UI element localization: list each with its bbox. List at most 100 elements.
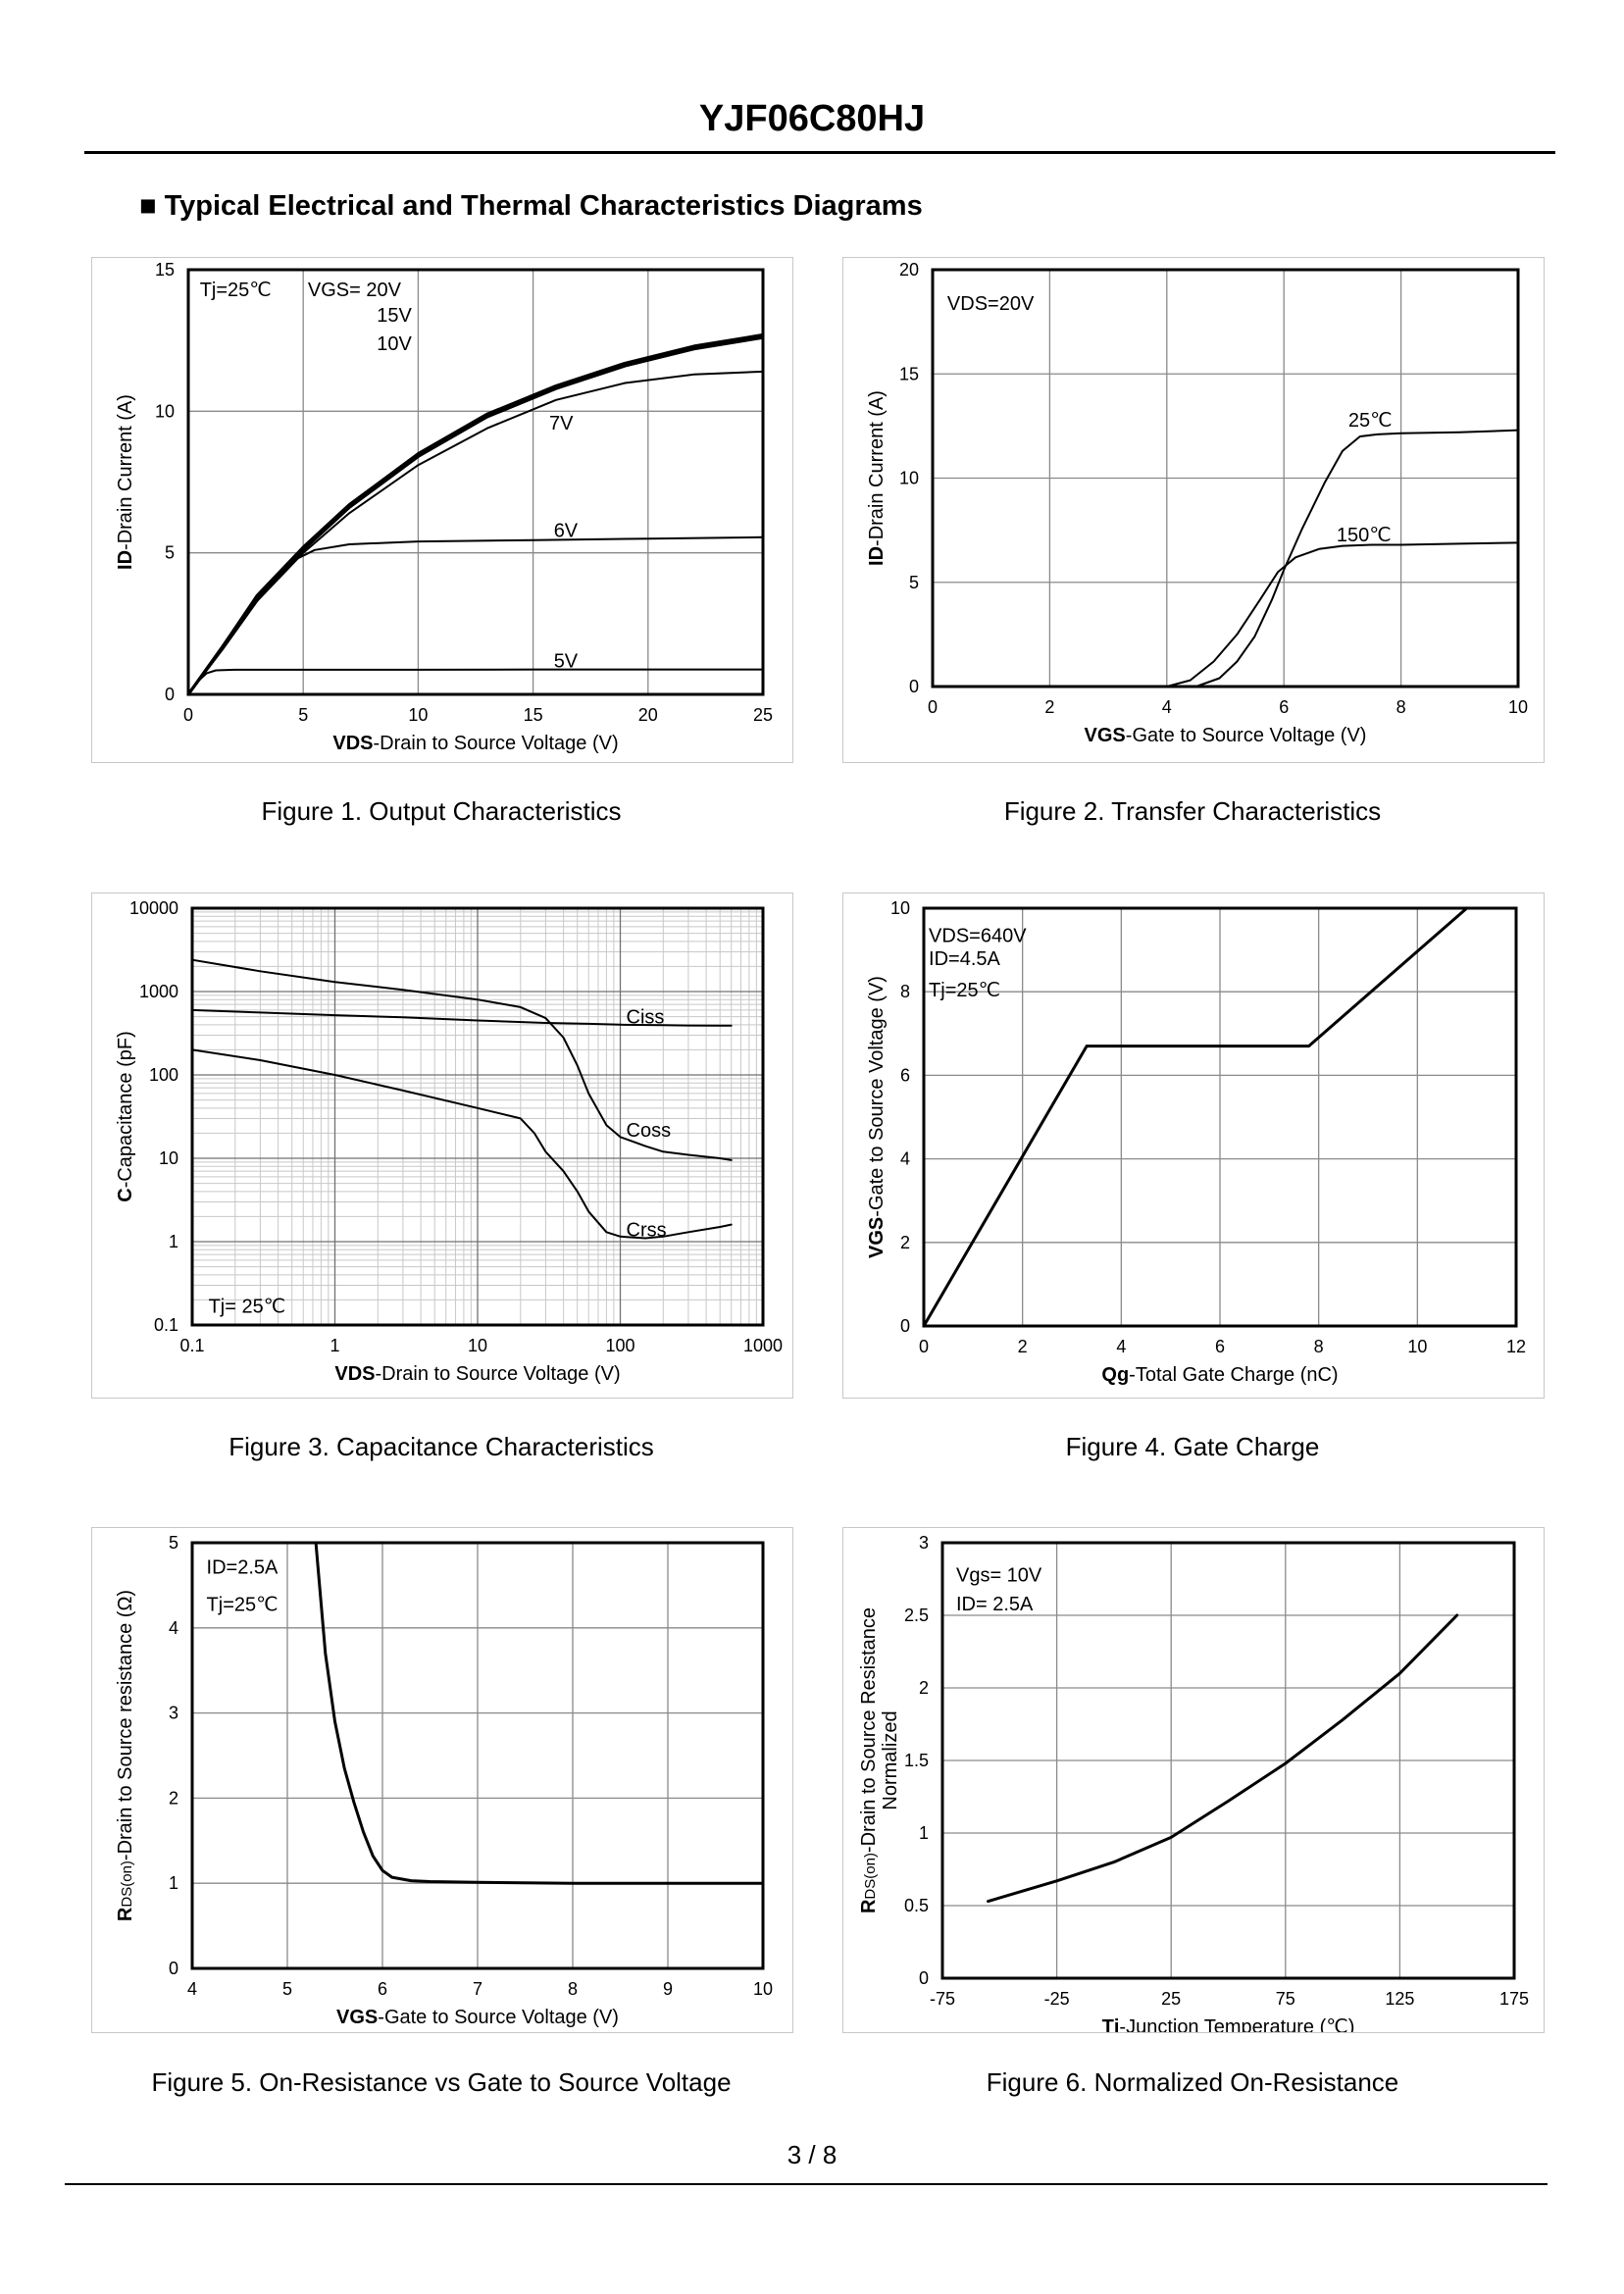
x-tick-label: 100 xyxy=(605,1336,634,1355)
y-tick-label: 2 xyxy=(169,1788,178,1808)
figure-6-panel: -75 -25 25 75 125 175 0 0.5 1 1.5 2 2.5 3 Tj-Junction… xyxy=(842,1527,1545,2033)
x-tick-label: 75 xyxy=(1276,1989,1295,2009)
x-tick-label: 6 xyxy=(1215,1337,1225,1356)
y-axis-title: ID-Drain Current (A) xyxy=(115,394,136,570)
y-tick-label: 8 xyxy=(900,982,910,1001)
x-tick-label: 8 xyxy=(1314,1337,1324,1356)
figure-5-caption: Figure 5. On-Resistance vs Gate to Sourc… xyxy=(151,2067,732,2097)
y-tick-label: 15 xyxy=(155,260,175,280)
y-tick-label: 1 xyxy=(169,1873,178,1893)
y-tick-label: 10 xyxy=(155,401,175,421)
annotation-label: 15V xyxy=(377,305,412,327)
figure-4-panel: 0 2 4 6 8 10 12 0 2 4 6 8 10 Qg-Total Gate Charge (nC… xyxy=(842,892,1545,1399)
x-tick-label: 10 xyxy=(1508,697,1528,717)
plot-frame xyxy=(190,1541,765,1970)
x-tick-label: 175 xyxy=(1499,1989,1529,2009)
y-tick-label: 1000 xyxy=(139,982,178,1001)
x-tick-label: -75 xyxy=(930,1989,955,2009)
y-tick-label: 0 xyxy=(909,677,919,696)
x-tick-label: 5 xyxy=(298,705,308,725)
figure-1-chart: 0 5 10 15 20 25 0 5 10 15 VDS-Drain to Source Volt… xyxy=(115,260,773,754)
figure-5-chart: 4 5 6 7 8 9 10 0 1 2 3 4 5 VGS-Gate to Source Voltage… xyxy=(115,1533,773,2028)
x-tick-label: 25 xyxy=(1161,1989,1181,2009)
x-tick-label: 6 xyxy=(378,1979,387,1999)
x-axis-title: Tj-Junction Temperature (℃) xyxy=(1102,2016,1355,2032)
y-tick-label: 5 xyxy=(165,543,175,563)
header-rule xyxy=(84,151,1555,154)
document-title: YJF06C80HJ xyxy=(698,98,926,139)
annotation-label: Ciss xyxy=(627,1007,665,1029)
x-tick-label: 2 xyxy=(1018,1337,1028,1356)
plot-frame xyxy=(940,1541,1516,1980)
figure-1-panel: 0 5 10 15 20 25 0 5 10 15 VDS-Drain to Source Volt… xyxy=(91,257,793,763)
annotation-label: 25℃ xyxy=(1348,410,1393,432)
series-line xyxy=(191,1048,733,1240)
y-axis-title-line2: Normalized xyxy=(880,1710,901,1810)
x-tick-label: 10 xyxy=(753,1979,773,1999)
y-axis-title: RDS(on)-Drain to Source Resistance xyxy=(858,1607,880,1913)
annotation-label: Tj=25℃ xyxy=(929,980,1000,1001)
y-tick-label: 1 xyxy=(169,1232,178,1251)
y-tick-label: 10 xyxy=(899,469,919,488)
series-line xyxy=(191,1008,733,1027)
y-axis-title: ID-Drain Current (A) xyxy=(866,390,888,566)
y-tick-label: 20 xyxy=(899,260,919,280)
series-line xyxy=(1194,429,1519,688)
page-number: 3 / 8 xyxy=(787,2140,837,2169)
figure-5-panel: 4 5 6 7 8 9 10 0 1 2 3 4 5 VGS-Gate to Source Voltage… xyxy=(91,1527,793,2033)
y-tick-label: 4 xyxy=(169,1618,178,1638)
annotation-label: Vgs= 10V xyxy=(956,1565,1042,1587)
x-axis-title: Qg-Total Gate Charge (nC) xyxy=(1101,1364,1338,1386)
plot-frame xyxy=(190,906,765,1327)
grid xyxy=(923,907,1517,1327)
series-line xyxy=(187,535,764,695)
x-tick-label: 4 xyxy=(1162,697,1172,717)
x-tick-label: 25 xyxy=(753,705,773,725)
x-tick-label: -25 xyxy=(1044,1989,1070,2009)
y-axis-title: VGS-Gate to Source Voltage (V) xyxy=(866,976,888,1258)
figure-4-chart: 0 2 4 6 8 10 12 0 2 4 6 8 10 Qg-Total Gate Charge (nC… xyxy=(866,898,1526,1386)
annotation-label: Coss xyxy=(627,1120,672,1142)
x-tick-label: 8 xyxy=(1396,697,1406,717)
series-line xyxy=(922,906,1469,1328)
annotation-label: VDS=640V xyxy=(929,926,1027,947)
footer-rule xyxy=(65,2183,1548,2185)
y-tick-label: 0 xyxy=(165,685,175,704)
y-tick-label: 0.5 xyxy=(904,1896,929,1915)
series-line xyxy=(314,1541,765,1885)
series-line xyxy=(186,335,765,696)
grid xyxy=(187,269,764,695)
annotation-label: 150℃ xyxy=(1337,525,1392,546)
x-tick-label: 20 xyxy=(638,705,658,725)
x-tick-label: 1 xyxy=(330,1336,339,1355)
annotation-label: 6V xyxy=(554,521,579,542)
figure-6-chart: -75 -25 25 75 125 175 0 0.5 1 1.5 2 2.5 3 Tj-Junction… xyxy=(858,1533,1529,2032)
x-axis-title: VGS-Gate to Source Voltage (V) xyxy=(1085,725,1367,746)
annotation-label: ID= 2.5A xyxy=(956,1594,1034,1615)
y-tick-label: 10000 xyxy=(129,898,178,918)
grid xyxy=(941,1542,1515,1979)
x-tick-label: 10 xyxy=(408,705,428,725)
x-tick-label: 10 xyxy=(468,1336,487,1355)
series-line xyxy=(191,958,733,1161)
y-tick-label: 2 xyxy=(919,1678,929,1698)
annotation-label: Tj= 25℃ xyxy=(209,1296,286,1317)
y-tick-label: 0 xyxy=(919,1968,929,1988)
x-tick-label: 4 xyxy=(187,1979,197,1999)
x-tick-label: 15 xyxy=(524,705,543,725)
annotation-label: ID=2.5A xyxy=(207,1556,279,1578)
grid xyxy=(191,907,764,1326)
x-tick-label: 6 xyxy=(1279,697,1289,717)
x-tick-label: 4 xyxy=(1116,1337,1126,1356)
figure-3-caption: Figure 3. Capacitance Characteristics xyxy=(228,1432,654,1461)
series-line xyxy=(187,668,764,695)
x-axis-title: VDS-Drain to Source Voltage (V) xyxy=(334,1363,620,1385)
series-line xyxy=(1165,541,1519,688)
annotation-label: ID=4.5A xyxy=(929,948,1000,970)
y-tick-label: 5 xyxy=(169,1533,178,1553)
x-axis-title: VGS-Gate to Source Voltage (V) xyxy=(336,2007,619,2028)
annotation-label: Crss xyxy=(627,1220,667,1242)
x-axis-title: VDS-Drain to Source Voltage (V) xyxy=(332,733,618,754)
figure-4-caption: Figure 4. Gate Charge xyxy=(1065,1432,1320,1461)
x-tick-label: 7 xyxy=(473,1979,482,1999)
